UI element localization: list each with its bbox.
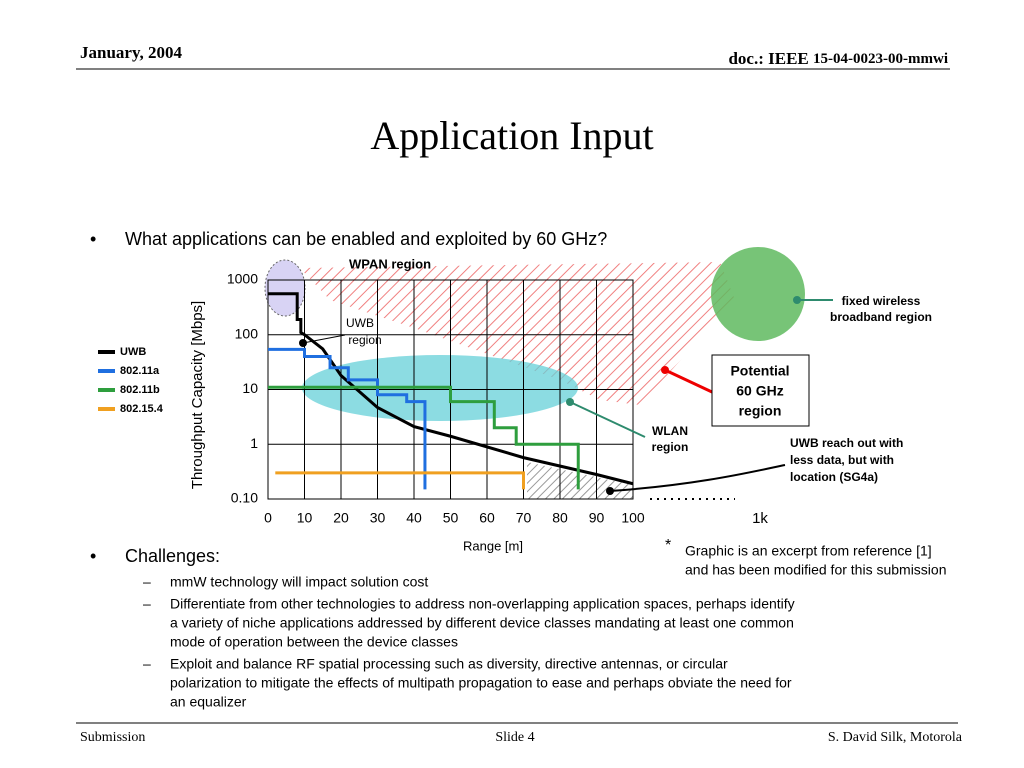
x-tick-label: 70 bbox=[516, 510, 532, 526]
x-axis-label: Range [m] bbox=[463, 538, 523, 553]
connector bbox=[302, 334, 346, 344]
series-line bbox=[268, 385, 580, 490]
sub-bullet: Differentiate from other technologies to… bbox=[170, 596, 795, 612]
sub-bullet: mmW technology will impact solution cost bbox=[170, 574, 428, 590]
annotation: region bbox=[652, 440, 689, 454]
annotation: 1k bbox=[752, 510, 768, 527]
bullet-dot: • bbox=[90, 546, 96, 566]
annotation: 60 GHz bbox=[736, 383, 783, 399]
wpan-ellipse bbox=[264, 259, 306, 317]
connector-dot bbox=[299, 339, 307, 347]
annotation: fixed wireless bbox=[842, 294, 921, 308]
footer-right: S. David Silk, Motorola bbox=[828, 730, 963, 745]
x-tick-label: 80 bbox=[552, 510, 568, 526]
plot: 0 10 20 30 40 50 60 70 80 90 100 0.10 1 10 100 1000 bbox=[227, 271, 645, 526]
footnote: Graphic is an excerpt from reference [1] bbox=[685, 543, 932, 559]
bullet-dot: • bbox=[90, 229, 96, 249]
annotation: UWB reach out with bbox=[790, 436, 903, 450]
annotation: region bbox=[739, 403, 782, 419]
legend-label: 802.11a bbox=[120, 365, 160, 377]
bullet: Challenges: bbox=[125, 546, 220, 566]
x-tick-label: 90 bbox=[589, 510, 605, 526]
y-tick-label: 0.10 bbox=[231, 490, 258, 506]
legend-label: 802.11b bbox=[120, 384, 160, 396]
header-date: January, 2004 bbox=[80, 43, 183, 62]
sub-bullet: mode of operation between the device cla… bbox=[170, 634, 458, 650]
header-doc: doc.: IEEE 15-04-0023-00-mmwi bbox=[728, 49, 948, 68]
connector bbox=[609, 464, 786, 492]
connector-dot bbox=[793, 296, 801, 304]
footnote: and has been modified for this submissio… bbox=[685, 562, 946, 578]
series-line bbox=[275, 471, 525, 490]
x-tick-label: 100 bbox=[621, 510, 645, 526]
legend: UWB 802.11a 802.11b 802.15.4 bbox=[98, 346, 164, 415]
x-tick-label: 30 bbox=[370, 510, 386, 526]
x-tick-label: 50 bbox=[443, 510, 459, 526]
connector bbox=[569, 401, 646, 438]
connector-dot bbox=[566, 398, 574, 406]
doc-number: 15-04-0023-00-mmwi bbox=[813, 51, 948, 67]
annotation: broadband region bbox=[830, 310, 932, 324]
doc-prefix: doc.: IEEE bbox=[728, 49, 808, 68]
footer-center: Slide 4 bbox=[495, 730, 534, 745]
annotation: less data, but with bbox=[790, 453, 894, 467]
annotation: UWB bbox=[346, 316, 374, 330]
x-tick-label: 60 bbox=[479, 510, 495, 526]
y-tick-label: 1000 bbox=[227, 271, 258, 287]
footnote-mark: * bbox=[665, 537, 671, 554]
fixed-wireless-ellipse bbox=[711, 247, 805, 341]
x-tick-label: 20 bbox=[333, 510, 349, 526]
y-tick-label: 10 bbox=[242, 380, 258, 396]
y-axis-label: Throughput Capacity [Mbps] bbox=[189, 301, 206, 489]
sub-bullet: an equalizer bbox=[170, 694, 247, 710]
hatched-region bbox=[300, 262, 735, 405]
annotation: WPAN region bbox=[349, 256, 431, 271]
series-line bbox=[268, 292, 634, 486]
sub-bullet: a variety of niche applications addresse… bbox=[170, 615, 794, 631]
annotation: region bbox=[348, 333, 381, 347]
annotation: location (SG4a) bbox=[790, 470, 878, 484]
annotation: Potential bbox=[730, 363, 789, 379]
series-line bbox=[268, 347, 427, 490]
bullet: What applications can be enabled and exp… bbox=[125, 229, 607, 249]
x-tick-label: 40 bbox=[406, 510, 422, 526]
sub-bullet: Exploit and balance RF spatial processin… bbox=[170, 656, 728, 672]
sub-bullets: – mmW technology will impact solution cos… bbox=[143, 574, 795, 710]
connector bbox=[664, 368, 713, 394]
potential-box bbox=[711, 354, 810, 427]
y-tick-label: 100 bbox=[235, 325, 259, 341]
legend-label: 802.15.4 bbox=[120, 403, 164, 415]
sub-bullet-dash: – bbox=[143, 574, 151, 590]
y-tick-label: 1 bbox=[250, 435, 258, 451]
footer-left: Submission bbox=[80, 730, 145, 745]
slide-title: Application Input bbox=[370, 113, 653, 158]
sub-bullet-dash: – bbox=[143, 656, 151, 672]
connector-dot bbox=[661, 366, 669, 374]
x-tick-label: 10 bbox=[297, 510, 313, 526]
sub-bullet-dash: – bbox=[143, 596, 151, 612]
x-tick-label: 0 bbox=[264, 510, 272, 526]
legend-label: UWB bbox=[120, 346, 146, 358]
annotation: WLAN bbox=[652, 424, 688, 438]
sub-bullet: polarization to mitigate the effects of … bbox=[170, 675, 792, 691]
connector-dot bbox=[606, 487, 614, 495]
